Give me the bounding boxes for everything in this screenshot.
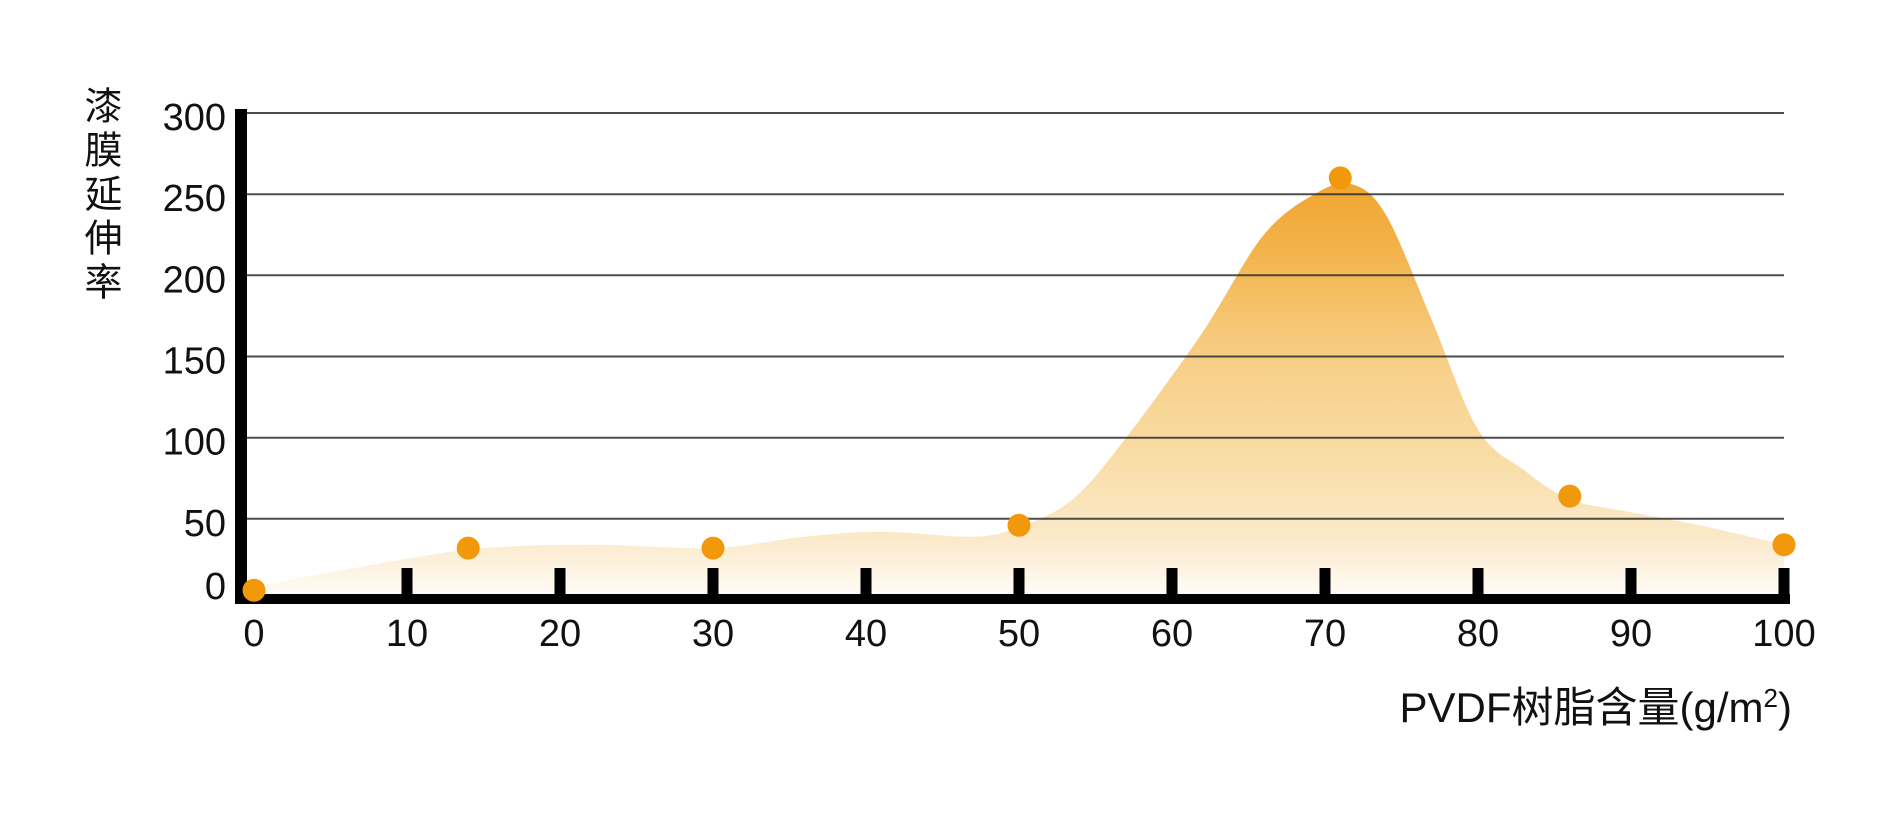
y-tick-label-0: 0 bbox=[205, 566, 226, 608]
x-tick-label-40: 40 bbox=[845, 613, 887, 655]
y-tick-label-200: 200 bbox=[163, 259, 226, 301]
x-tick-10 bbox=[401, 568, 413, 604]
x-tick-60 bbox=[1166, 568, 1178, 604]
x-tick-label-20: 20 bbox=[539, 613, 581, 655]
y-tick-label-150: 150 bbox=[163, 341, 226, 383]
y-tick-label-250: 250 bbox=[163, 178, 226, 220]
x-tick-label-80: 80 bbox=[1457, 613, 1499, 655]
data-point-x50 bbox=[1007, 513, 1031, 537]
data-point-x71 bbox=[1328, 166, 1352, 190]
x-tick-label-0: 0 bbox=[243, 613, 264, 655]
y-tick-label-100: 100 bbox=[163, 422, 226, 464]
x-tick-40 bbox=[860, 568, 872, 604]
x-tick-label-10: 10 bbox=[386, 613, 428, 655]
x-tick-20 bbox=[554, 568, 566, 604]
x-axis-line bbox=[235, 594, 1790, 604]
data-point-x14 bbox=[456, 536, 480, 560]
x-axis-title: PVDF树脂含量(g/m2) bbox=[1400, 674, 1792, 735]
x-tick-50 bbox=[1013, 568, 1025, 604]
x-tick-80 bbox=[1472, 568, 1484, 604]
y-axis-title: 漆膜延伸率 bbox=[78, 86, 120, 306]
x-tick-label-30: 30 bbox=[692, 613, 734, 655]
area-fill bbox=[235, 182, 1784, 599]
x-tick-label-60: 60 bbox=[1151, 613, 1193, 655]
y-tick-label-50: 50 bbox=[184, 503, 226, 545]
x-tick-label-100: 100 bbox=[1752, 613, 1815, 655]
x-axis-title-suffix: ) bbox=[1778, 684, 1792, 731]
data-point-x100 bbox=[1772, 533, 1796, 557]
x-tick-70 bbox=[1319, 568, 1331, 604]
x-tick-30 bbox=[707, 568, 719, 604]
y-tick-label-300: 300 bbox=[163, 97, 226, 139]
x-tick-100 bbox=[1778, 568, 1790, 604]
data-point-x30 bbox=[701, 536, 725, 560]
x-axis-title-superscript: 2 bbox=[1763, 683, 1778, 713]
x-tick-label-70: 70 bbox=[1304, 613, 1346, 655]
data-point-x0 bbox=[242, 578, 266, 602]
x-tick-90 bbox=[1625, 568, 1637, 604]
x-tick-label-50: 50 bbox=[998, 613, 1040, 655]
y-axis-line bbox=[235, 109, 247, 604]
x-axis-title-text: PVDF树脂含量(g/m bbox=[1399, 684, 1764, 731]
data-point-x86 bbox=[1558, 484, 1582, 508]
x-tick-label-90: 90 bbox=[1610, 613, 1652, 655]
